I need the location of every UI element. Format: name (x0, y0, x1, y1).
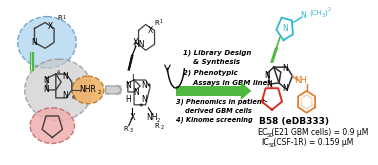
Text: *: * (147, 83, 151, 92)
Ellipse shape (72, 76, 104, 104)
Text: X: X (133, 38, 139, 47)
Text: NHR: NHR (79, 85, 96, 94)
Text: N: N (282, 64, 288, 73)
Text: N: N (141, 95, 147, 104)
Text: 2: 2 (328, 7, 331, 12)
Text: (E21 GBM cells) = 0.9 μM: (E21 GBM cells) = 0.9 μM (269, 128, 369, 137)
Text: N: N (133, 88, 139, 97)
Text: N: N (125, 82, 131, 90)
Text: R: R (154, 19, 159, 26)
Text: 3: 3 (322, 13, 325, 18)
Text: NH: NH (146, 113, 158, 122)
Text: 4) Kinome screening: 4) Kinome screening (176, 116, 253, 123)
Text: 3) Phenomics in patient-: 3) Phenomics in patient- (176, 99, 267, 105)
Text: derived GBM cells: derived GBM cells (176, 108, 252, 114)
Polygon shape (241, 82, 251, 100)
Text: R: R (155, 123, 160, 129)
Text: X: X (48, 22, 53, 31)
Text: (CH: (CH (309, 9, 322, 16)
Text: N: N (63, 91, 68, 100)
Text: IC: IC (261, 138, 269, 147)
Text: N: N (43, 76, 49, 84)
Text: X: X (129, 113, 135, 122)
Text: N: N (141, 82, 147, 90)
Text: 1: 1 (63, 15, 66, 19)
Text: H: H (125, 95, 131, 104)
Text: (CSF-1R) = 0.159 μM: (CSF-1R) = 0.159 μM (271, 138, 353, 147)
Text: & Synthesis: & Synthesis (183, 59, 240, 65)
Text: R: R (57, 15, 62, 21)
Text: 2: 2 (156, 118, 160, 123)
Text: 2) Phenotypic: 2) Phenotypic (183, 70, 238, 76)
Text: 2: 2 (161, 125, 164, 130)
Text: 1) Library Design: 1) Library Design (183, 49, 251, 55)
Text: N: N (282, 84, 288, 93)
Text: N: N (63, 72, 68, 81)
Text: NH: NH (294, 76, 307, 84)
Ellipse shape (18, 16, 76, 68)
Text: 50: 50 (266, 133, 274, 138)
Text: EC: EC (258, 128, 268, 137)
Ellipse shape (25, 59, 92, 121)
Text: 3: 3 (130, 128, 133, 133)
Text: 50: 50 (268, 143, 275, 148)
Text: N: N (300, 11, 306, 20)
Text: 4: 4 (57, 70, 60, 75)
Text: *: * (139, 103, 143, 112)
Text: HN: HN (133, 40, 144, 49)
Text: 6: 6 (72, 95, 75, 100)
Text: X: X (147, 26, 153, 35)
Text: Assays in GBM lines: Assays in GBM lines (183, 80, 271, 86)
Text: ): ) (324, 9, 327, 16)
Text: R: R (124, 126, 129, 132)
Text: N: N (265, 71, 270, 80)
Text: 1: 1 (160, 19, 163, 24)
Text: N: N (32, 38, 37, 47)
Ellipse shape (30, 108, 74, 144)
FancyArrow shape (105, 85, 122, 95)
Text: N: N (43, 85, 49, 94)
Text: I: I (131, 74, 133, 82)
Text: N: N (282, 24, 288, 33)
Text: N: N (266, 81, 272, 89)
Text: B58 (eDB333): B58 (eDB333) (259, 117, 329, 126)
Bar (176, 86, 241, 96)
Text: 2: 2 (98, 90, 101, 95)
